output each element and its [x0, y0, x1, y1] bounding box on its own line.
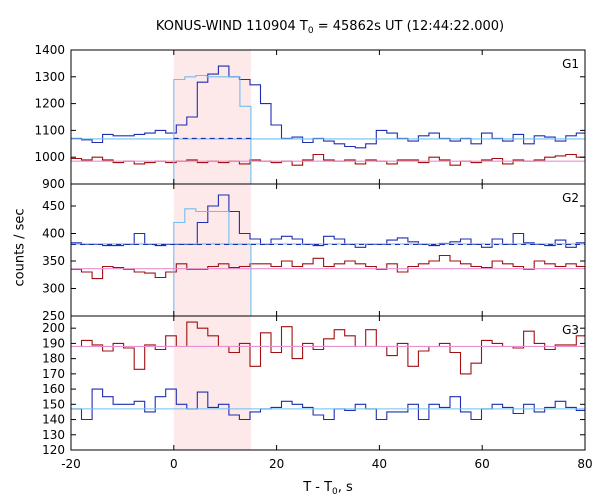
panel-g2: 250 300 350 400 450 G2	[42, 183, 586, 323]
x-axis-label: T - T0, s	[303, 480, 353, 497]
y-tick-label: 160	[42, 382, 65, 396]
panel-label: G3	[562, 323, 579, 337]
y-tick-label: 170	[42, 367, 65, 381]
panel-frame	[70, 315, 586, 451]
series-red-g2	[71, 254, 585, 280]
y-tick-label: 190	[42, 336, 65, 350]
y-tick-label: 400	[42, 227, 65, 241]
y-tick-label: 130	[42, 428, 65, 442]
y-tick-label: 1300	[34, 70, 65, 84]
series-blue-g2	[71, 194, 585, 248]
y-tick-label: 120	[42, 443, 65, 457]
x-tick-label: 80	[577, 457, 592, 471]
panel-frame	[70, 183, 586, 317]
x-tick-label: 60	[475, 457, 490, 471]
burst-model-light_blue	[173, 74, 252, 184]
y-tick-label: 1100	[34, 123, 65, 137]
y-tick-label: 1200	[34, 97, 65, 111]
y-tick-label: 1000	[34, 150, 65, 164]
y-tick-label: 150	[42, 397, 65, 411]
panel-label: G1	[562, 57, 579, 71]
panel-g1: 900 1000 1100 1200 1300 1400 G1	[34, 43, 586, 191]
y-tick-label: 900	[42, 177, 65, 191]
chart-title: KONUS-WIND 110904 T0 = 45862s UT (12:44:…	[155, 19, 505, 36]
y-tick-label: 350	[42, 254, 65, 268]
highlight-band	[173, 50, 251, 450]
series-blue-g3	[71, 388, 585, 421]
y-tick-label: 300	[42, 282, 65, 296]
series-red-g3	[71, 321, 585, 375]
y-tick-label: 450	[42, 199, 65, 213]
panel-label: G2	[562, 191, 579, 205]
y-tick-label: 140	[42, 413, 65, 427]
y-tick-label: 180	[42, 352, 65, 366]
y-tick-label: 250	[42, 309, 65, 323]
x-tick-label: 20	[269, 457, 284, 471]
x-tick-label: -20	[61, 457, 81, 471]
series-red-g1	[71, 153, 585, 166]
y-axis-label: counts / sec	[12, 208, 28, 287]
x-tick-label: 0	[170, 457, 178, 471]
y-tick-label: 1400	[34, 43, 65, 57]
y-tick-label: 200	[42, 321, 65, 335]
series-blue-g1	[71, 65, 585, 149]
x-tick-label: 40	[372, 457, 387, 471]
